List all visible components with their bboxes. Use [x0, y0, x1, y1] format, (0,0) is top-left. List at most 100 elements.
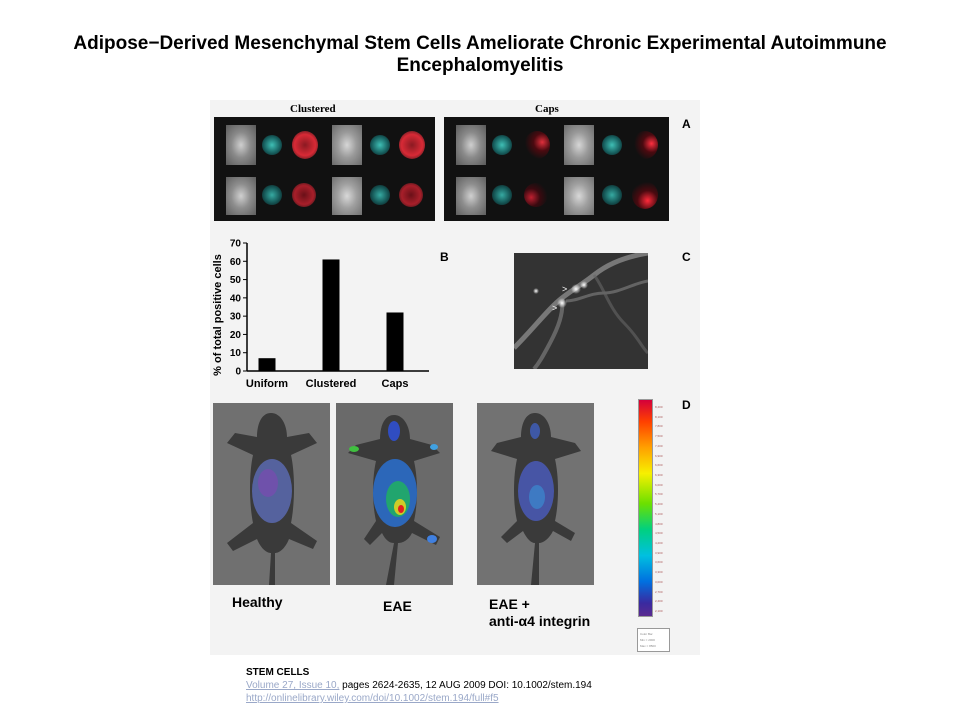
color-scale-tick-label: 5,400 — [655, 502, 663, 507]
citation-journal: STEM CELLS — [246, 667, 310, 678]
integrin-stain-image — [524, 131, 550, 159]
x-category-label: Uniform — [246, 378, 288, 390]
x-category-label: Clustered — [306, 378, 357, 390]
integrin-stain-image — [399, 183, 423, 207]
label-eae-treated-line-2: anti-α4 integrin — [489, 613, 591, 629]
brightfield-cell-image — [226, 177, 256, 215]
integrin-stain-image — [292, 183, 316, 207]
label-eae-treated: EAE + anti-α4 integrin — [489, 596, 590, 630]
y-axis-label: % of total positive cells — [212, 254, 224, 376]
brightfield-cell-image — [226, 125, 256, 165]
y-tick-label: 20 — [230, 330, 242, 341]
nuclear-stain-image — [370, 185, 390, 205]
mouse-drawing-eae-treated — [477, 403, 594, 585]
color-scale-tick-label: 3,300 — [655, 570, 663, 575]
color-scale-tick-label: 2,400 — [655, 599, 663, 604]
micrograph-clustered — [214, 117, 435, 221]
brightfield-cell-image — [456, 177, 486, 215]
brightfield-cell-image — [332, 177, 362, 215]
color-bar-legend-line: Max = 8500 — [640, 644, 656, 648]
color-bar-legend-line: Color Bar — [640, 632, 653, 636]
color-scale-tick-label: 5,700 — [655, 492, 663, 497]
bar-clustered — [322, 259, 340, 371]
vessel-image-drawing: > > — [514, 253, 648, 369]
color-bar-legend-line: Min = 2000 — [640, 638, 655, 642]
color-scale-tick-label: 6,900 — [655, 453, 663, 458]
nuclear-stain-image — [492, 135, 512, 155]
panel-letter-a: A — [682, 117, 691, 131]
nuclear-stain-image — [262, 135, 282, 155]
group-label-caps: Caps — [535, 103, 559, 115]
color-scale-tick-label: 4,800 — [655, 521, 663, 526]
integrin-stain-image — [399, 131, 425, 159]
y-tick-label: 0 — [235, 367, 241, 378]
color-scale-tick-label: 2,700 — [655, 589, 663, 594]
y-tick-label: 50 — [230, 275, 242, 286]
color-scale-tick-label: 6,300 — [655, 473, 663, 477]
chart-category-labels: Uniform Clustered Caps — [246, 378, 409, 390]
x-category-label: Caps — [382, 378, 409, 390]
color-scale-tick-label: 6,000 — [655, 482, 663, 487]
color-scale-tick-label: 2,100 — [655, 609, 663, 613]
color-scale-tick-label: 3,000 — [655, 579, 663, 584]
svg-text:>: > — [552, 303, 557, 313]
color-scale-tick-label: 7,500 — [655, 434, 663, 439]
mouse-image-healthy — [213, 403, 330, 585]
y-tick-label: 70 — [230, 239, 242, 250]
color-scale-tick-label: 8,100 — [655, 414, 663, 419]
mouse-image-eae — [336, 403, 453, 585]
mouse-image-eae-treated — [477, 403, 594, 585]
brightfield-cell-image — [564, 125, 594, 165]
panel-letter-d: D — [682, 398, 691, 412]
citation-details: pages 2624-2635, 12 AUG 2009 DOI: 10.100… — [339, 680, 592, 691]
nuclear-stain-image — [370, 135, 390, 155]
color-scale-tick-label: 4,200 — [655, 541, 663, 545]
color-scale-tick-label: 7,200 — [655, 443, 663, 448]
label-healthy: Healthy — [232, 594, 283, 610]
label-eae: EAE — [383, 598, 412, 614]
bar-chart: 0 10 20 30 40 50 60 70 Uniform Clustered Caps % o… — [212, 239, 429, 390]
y-tick-label: 10 — [230, 348, 242, 359]
chart-ticks: 0 10 20 30 40 50 60 70 — [230, 239, 247, 378]
color-scale-tick-label: 8,400 — [655, 405, 663, 409]
fluorescence-vessel-image: > > — [514, 253, 648, 369]
micrograph-caps — [444, 117, 669, 221]
brightfield-cell-image — [456, 125, 486, 165]
citation: STEM CELLS Volume 27, Issue 10, pages 26… — [246, 666, 592, 705]
integrin-stain-image — [524, 183, 548, 207]
nuclear-stain-image — [602, 135, 622, 155]
color-bar-legend: Color Bar Min = 2000 Max = 8500 — [637, 628, 670, 652]
integrin-stain-image — [632, 181, 658, 209]
luminescence-color-scale — [638, 399, 653, 617]
title-line-1: Adipose−Derived Mesenchymal Stem Cells A… — [73, 33, 887, 54]
bar-uniform — [258, 358, 276, 371]
y-tick-label: 30 — [230, 312, 242, 323]
panel-letter-c: C — [682, 250, 691, 264]
color-scale-tick-label: 3,900 — [655, 550, 663, 555]
panel-letter-b: B — [440, 250, 449, 264]
integrin-stain-image — [292, 131, 318, 159]
brightfield-cell-image — [332, 125, 362, 165]
citation-volume-link[interactable]: Volume 27, Issue 10, — [246, 680, 340, 691]
y-tick-label: 40 — [230, 293, 242, 304]
citation-details-line: Volume 27, Issue 10, pages 2624-2635, 12… — [246, 679, 592, 692]
color-scale-ticks: 8,400 8,100 7,800 7,500 7,200 6,900 6,600 6,300… — [655, 399, 685, 617]
integrin-stain-image — [632, 131, 658, 159]
chart-bars — [258, 259, 404, 371]
nuclear-stain-image — [492, 185, 512, 205]
color-scale-tick-label: 3,600 — [655, 560, 663, 565]
title-line-2: Encephalomyelitis — [396, 55, 564, 76]
y-tick-label: 60 — [230, 257, 242, 268]
color-scale-tick-label: 7,800 — [655, 424, 663, 429]
brightfield-cell-image — [564, 177, 594, 215]
citation-url-link[interactable]: http://onlinelibrary.wiley.com/doi/10.10… — [246, 693, 499, 704]
mouse-drawing-healthy — [213, 403, 330, 585]
color-scale-tick-label: 5,100 — [655, 511, 663, 516]
slide-title: Adipose−Derived Mesenchymal Stem Cells A… — [0, 33, 960, 77]
label-eae-treated-line-1: EAE + — [489, 596, 530, 612]
nuclear-stain-image — [262, 185, 282, 205]
svg-text:>: > — [562, 284, 567, 294]
group-label-clustered: Clustered — [290, 103, 336, 115]
color-scale-tick-label: 4,500 — [655, 531, 663, 536]
nuclear-stain-image — [602, 185, 622, 205]
